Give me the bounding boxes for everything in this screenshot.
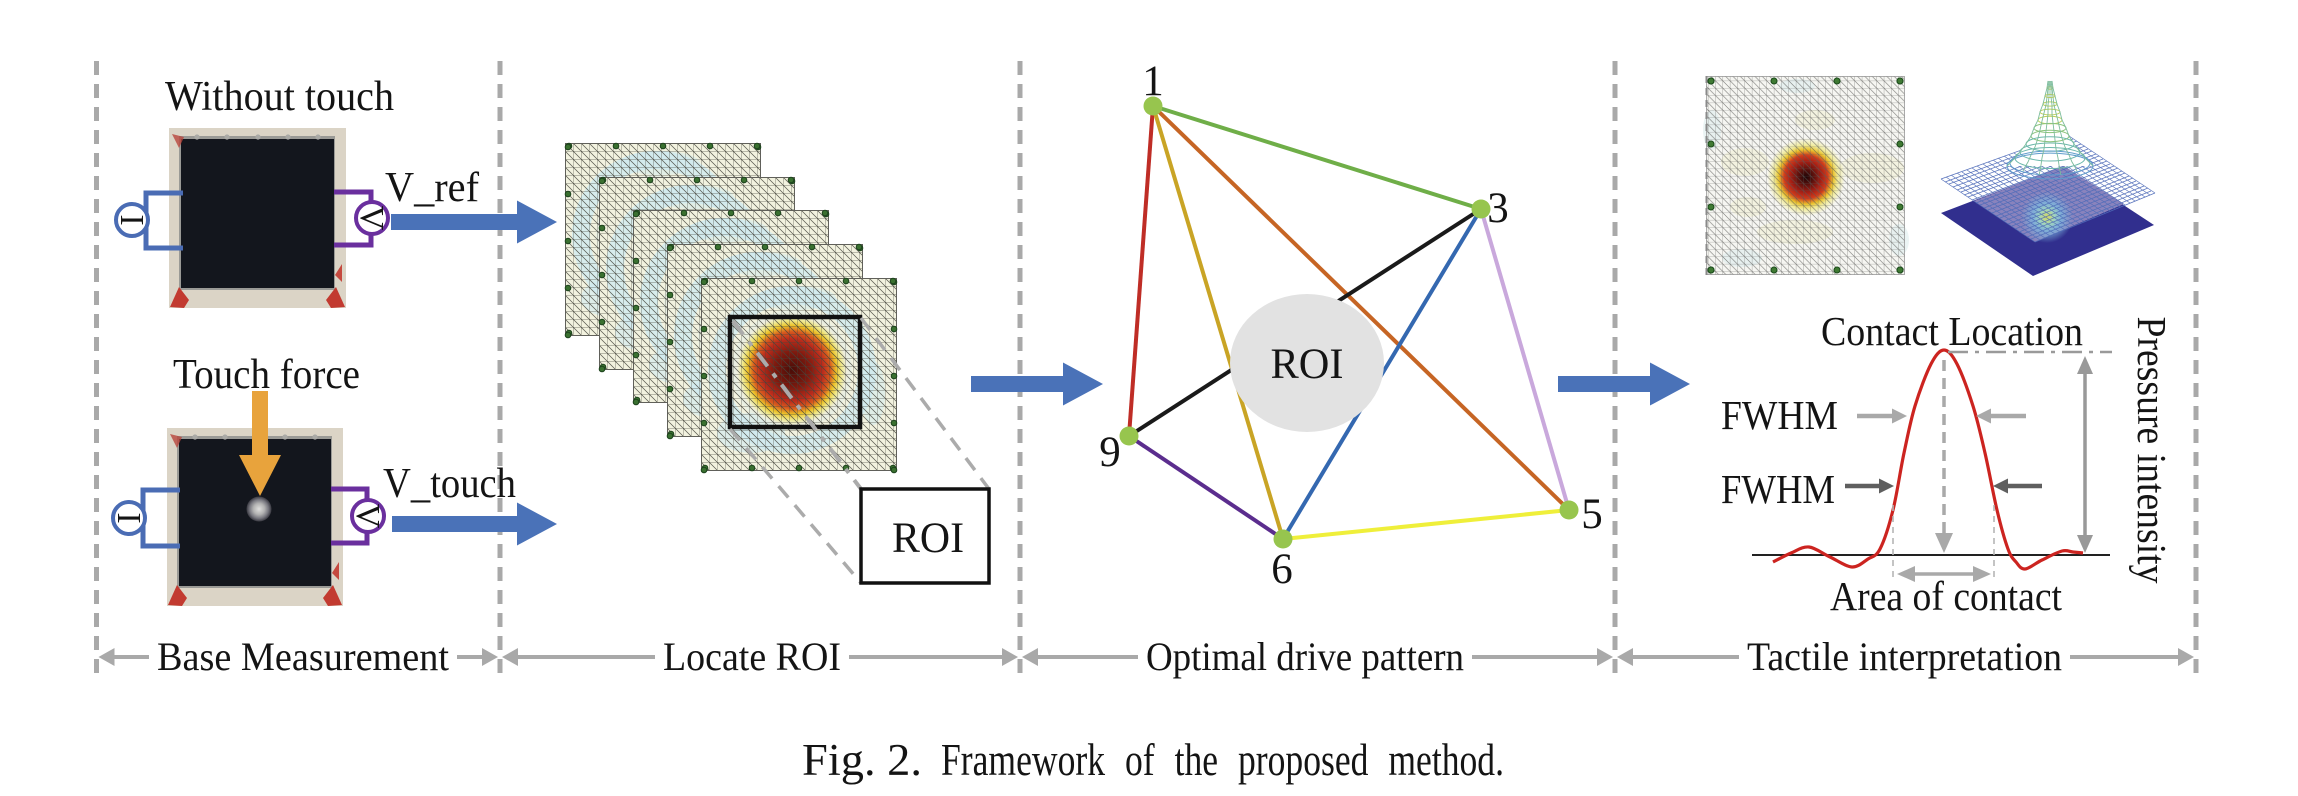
svg-text:5: 5 <box>1581 491 1603 538</box>
svg-text:V: V <box>349 504 386 529</box>
svg-text:FWHM: FWHM <box>1721 392 1838 438</box>
svg-text:Without touch: Without touch <box>165 74 394 120</box>
svg-text:V_ref: V_ref <box>385 165 479 211</box>
svg-text:3: 3 <box>1487 185 1509 232</box>
svg-text:V: V <box>353 206 390 231</box>
svg-text:Optimal drive pattern: Optimal drive pattern <box>1146 634 1464 679</box>
svg-text:Fig. 2.: Fig. 2. <box>802 735 922 785</box>
svg-text:Touch force: Touch force <box>173 352 360 398</box>
svg-text:Contact Location: Contact Location <box>1821 308 2083 354</box>
svg-text:I: I <box>113 214 150 225</box>
svg-text:ROI: ROI <box>892 515 964 562</box>
svg-text:Locate ROI: Locate ROI <box>663 634 841 679</box>
svg-text:I: I <box>110 512 147 523</box>
svg-text:Area of contact: Area of contact <box>1830 573 2063 619</box>
svg-text:6: 6 <box>1271 546 1293 593</box>
svg-text:FWHM: FWHM <box>1721 466 1835 512</box>
svg-text:Framework of the proposed meth: Framework of the proposed method. <box>941 735 1504 785</box>
svg-text:Tactile interpretation: Tactile interpretation <box>1747 634 2062 679</box>
svg-text:9: 9 <box>1099 429 1121 476</box>
svg-text:V_touch: V_touch <box>383 461 516 507</box>
svg-text:ROI: ROI <box>1271 341 1344 388</box>
svg-text:1: 1 <box>1142 58 1164 105</box>
svg-text:Base Measurement: Base Measurement <box>157 634 449 679</box>
svg-text:Pressure intensity: Pressure intensity <box>2129 317 2175 584</box>
